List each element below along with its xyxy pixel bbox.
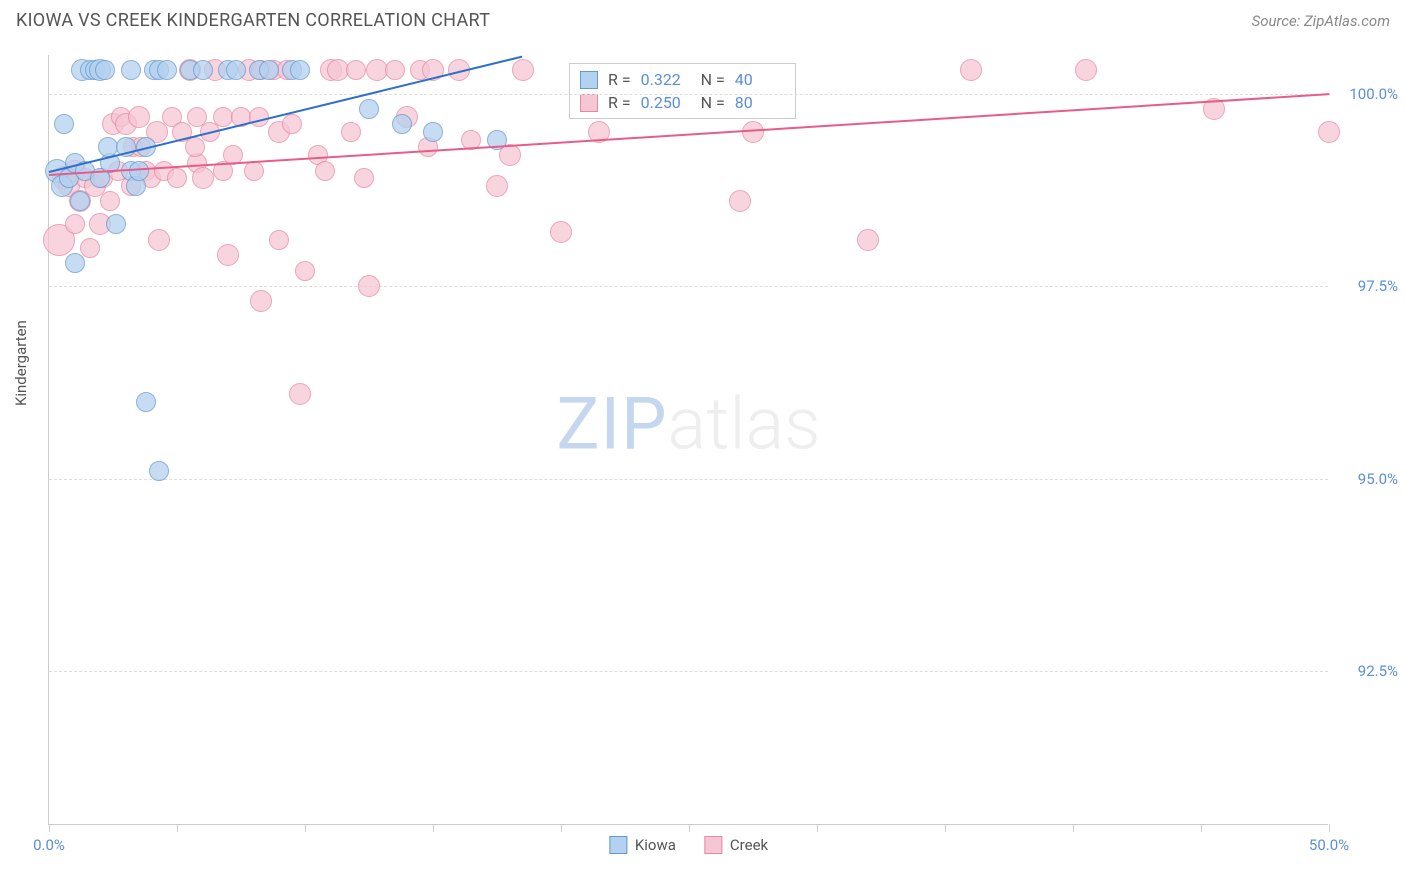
kiowa-point xyxy=(70,191,90,211)
kiowa-point xyxy=(226,60,246,80)
creek-point xyxy=(358,275,380,297)
n-label: N = xyxy=(701,93,725,112)
y-tick-label: 100.0% xyxy=(1338,85,1398,103)
x-tick-label: 50.0% xyxy=(1309,836,1349,854)
x-tick xyxy=(1073,824,1074,832)
x-tick xyxy=(817,824,818,832)
creek-point xyxy=(192,167,214,189)
creek-legend-swatch xyxy=(704,836,722,854)
kiowa-point xyxy=(290,60,310,80)
creek-point xyxy=(857,229,879,251)
stats-legend-box: R = 0.322 N = 40 R = 0.250 N = 80 xyxy=(569,63,796,119)
x-tick xyxy=(689,824,690,832)
kiowa-point xyxy=(423,122,443,142)
creek-point xyxy=(128,106,150,128)
creek-point xyxy=(100,191,120,211)
gridline xyxy=(49,94,1328,95)
creek-point xyxy=(217,244,239,266)
chart-plot-area: ZIPatlas Kindergarten R = 0.322 N = 40 R… xyxy=(48,55,1328,825)
creek-point xyxy=(960,59,982,81)
kiowa-point xyxy=(136,392,156,412)
kiowa-legend-label: Kiowa xyxy=(635,836,676,854)
r-label: R = xyxy=(608,93,631,112)
y-tick-label: 95.0% xyxy=(1338,470,1398,488)
gridline xyxy=(49,479,1328,480)
creek-point xyxy=(486,175,508,197)
creek-point xyxy=(167,168,187,188)
creek-point xyxy=(289,383,311,405)
chart-title: KIOWA VS CREEK KINDERGARTEN CORRELATION … xyxy=(16,10,490,31)
creek-point xyxy=(385,60,405,80)
creek-point xyxy=(550,221,572,243)
kiowa-point xyxy=(65,253,85,273)
creek-point xyxy=(346,60,366,80)
gridline xyxy=(49,286,1328,287)
creek-point xyxy=(249,107,269,127)
creek-legend-label: Creek xyxy=(730,836,768,854)
creek-point xyxy=(1075,59,1097,81)
creek-n-value: 80 xyxy=(735,93,785,112)
kiowa-point xyxy=(259,60,279,80)
kiowa-n-value: 40 xyxy=(735,70,785,89)
r-label: R = xyxy=(608,70,631,89)
bottom-legend: Kiowa Creek xyxy=(609,836,768,854)
kiowa-point xyxy=(121,60,141,80)
creek-swatch xyxy=(580,94,598,112)
x-tick xyxy=(1329,824,1330,832)
kiowa-point xyxy=(392,114,412,134)
creek-point xyxy=(512,59,534,81)
kiowa-point xyxy=(149,461,169,481)
kiowa-legend-swatch xyxy=(609,836,627,854)
creek-point xyxy=(315,161,335,181)
creek-point xyxy=(148,229,170,251)
creek-point xyxy=(65,214,85,234)
x-tick xyxy=(49,824,50,832)
x-tick xyxy=(305,824,306,832)
y-tick-label: 97.5% xyxy=(1338,277,1398,295)
x-tick xyxy=(433,824,434,832)
kiowa-r-value: 0.322 xyxy=(641,70,691,89)
creek-point xyxy=(282,114,302,134)
x-tick xyxy=(177,824,178,832)
x-tick-label: 0.0% xyxy=(33,836,65,854)
gridline xyxy=(49,671,1328,672)
creek-point xyxy=(341,122,361,142)
kiowa-point xyxy=(54,114,74,134)
creek-point xyxy=(80,238,100,258)
x-tick xyxy=(561,824,562,832)
source-label: Source: ZipAtlas.com xyxy=(1252,12,1390,30)
creek-point xyxy=(185,137,205,157)
watermark: ZIPatlas xyxy=(556,382,820,467)
kiowa-swatch xyxy=(580,71,598,89)
x-tick xyxy=(1201,824,1202,832)
x-tick xyxy=(945,824,946,832)
kiowa-point xyxy=(359,99,379,119)
creek-point xyxy=(269,230,289,250)
y-axis-label: Kindergarten xyxy=(12,320,30,406)
kiowa-point xyxy=(157,60,177,80)
kiowa-point xyxy=(95,60,115,80)
kiowa-point xyxy=(193,60,213,80)
creek-point xyxy=(1318,121,1340,143)
kiowa-point xyxy=(106,214,126,234)
creek-r-value: 0.250 xyxy=(641,93,691,112)
creek-point xyxy=(729,190,751,212)
creek-point xyxy=(250,290,272,312)
y-tick-label: 92.5% xyxy=(1338,662,1398,680)
n-label: N = xyxy=(701,70,725,89)
creek-point xyxy=(354,168,374,188)
creek-point xyxy=(295,261,315,281)
